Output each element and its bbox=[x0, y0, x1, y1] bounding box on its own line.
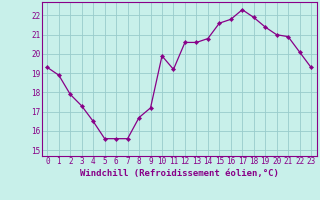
X-axis label: Windchill (Refroidissement éolien,°C): Windchill (Refroidissement éolien,°C) bbox=[80, 169, 279, 178]
